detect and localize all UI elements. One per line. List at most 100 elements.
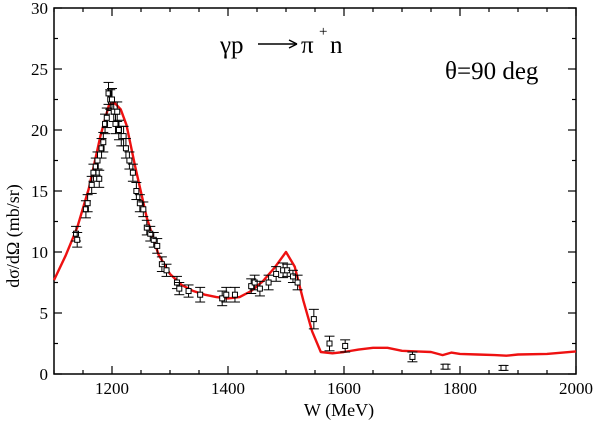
reaction-arrow-head [288, 39, 298, 49]
data-marker [273, 270, 280, 277]
data-marker [105, 90, 112, 97]
plot-area [52, 81, 577, 371]
data-marker [150, 236, 157, 243]
data-point [138, 201, 149, 218]
x-axis: 1200 1400 1600 1800 2000 [53, 8, 593, 398]
data-marker [126, 157, 133, 164]
data-point [407, 351, 418, 363]
reaction-charge: + [319, 24, 327, 40]
data-point [183, 284, 194, 298]
x-axis-label: W (MeV) [304, 400, 374, 421]
data-point [86, 175, 97, 194]
data-point [263, 274, 274, 291]
data-marker [326, 340, 333, 347]
data-marker [442, 363, 449, 370]
data-marker [98, 145, 105, 152]
data-point [72, 231, 83, 248]
x-tick-label: 1800 [443, 379, 477, 398]
data-point [278, 262, 289, 279]
data-marker [96, 175, 103, 182]
data-marker [265, 279, 272, 286]
data-marker [310, 316, 317, 323]
y-tick-label: 15 [31, 182, 48, 201]
data-marker [294, 279, 301, 286]
svg-text:n: n [330, 32, 343, 59]
data-marker [223, 291, 230, 298]
x-tick-label: 1200 [95, 379, 129, 398]
y-tick-label: 0 [40, 365, 49, 384]
data-point [324, 335, 335, 352]
data-point [124, 151, 135, 170]
data-marker [88, 181, 95, 188]
data-marker [133, 188, 140, 194]
data-point [340, 339, 351, 353]
y-tick-label: 5 [40, 304, 49, 323]
data-marker [122, 145, 129, 152]
reaction-annotation: γp π + n [219, 24, 343, 59]
data-marker [154, 242, 161, 249]
data-marker [84, 200, 91, 207]
data-marker [251, 279, 258, 286]
data-point [292, 274, 303, 291]
data-marker [140, 206, 147, 213]
data-marker [109, 96, 115, 103]
data-marker [409, 353, 416, 360]
data-marker [500, 364, 507, 371]
data-marker [289, 273, 296, 280]
data-point [217, 290, 228, 307]
data-point [94, 169, 105, 188]
data-point [254, 280, 265, 297]
data-marker [129, 169, 136, 176]
data-marker [74, 236, 81, 243]
data-point [174, 282, 185, 296]
data-point [82, 194, 93, 213]
data-marker [103, 114, 110, 121]
data-marker [120, 133, 127, 140]
data-point [271, 266, 282, 282]
data-marker [102, 120, 109, 127]
data-marker [136, 200, 143, 207]
data-marker [73, 230, 80, 237]
svg-text:+: + [319, 24, 327, 40]
y-tick-label: 10 [31, 243, 48, 262]
data-marker [219, 295, 226, 302]
data-marker [176, 285, 183, 292]
data-marker [147, 230, 154, 237]
data-point [308, 308, 319, 330]
data-marker [185, 288, 192, 295]
svg-text:γp: γp [219, 32, 244, 59]
data-marker [100, 139, 107, 146]
data-marker [163, 267, 170, 274]
reaction-neutron: n [330, 32, 343, 59]
y-tick-label: 30 [31, 0, 48, 18]
data-marker [112, 120, 119, 127]
data-point [229, 286, 240, 303]
data-point [141, 219, 152, 236]
y-axis-label: dσ/dΩ (mb/sr) [3, 184, 24, 288]
model-curve [52, 101, 577, 357]
data-point [498, 364, 509, 371]
y-axis: 0 5 10 15 20 25 30 [31, 0, 576, 384]
data-marker [342, 342, 349, 349]
data-marker [197, 291, 204, 298]
data-marker [90, 169, 97, 176]
data-point [195, 286, 206, 303]
data-marker [115, 127, 122, 133]
data-marker [94, 157, 101, 164]
data-point [440, 363, 451, 370]
data-point [127, 163, 138, 182]
data-marker [248, 283, 255, 290]
reaction-left: γp [219, 32, 244, 59]
data-marker [143, 224, 150, 231]
x-tick-label: 1600 [327, 379, 361, 398]
data-marker [256, 285, 263, 292]
svg-text:π: π [301, 32, 314, 59]
data-marker [231, 291, 238, 298]
reaction-pion: π [301, 32, 314, 59]
x-tick-label: 1400 [211, 379, 245, 398]
y-tick-label: 20 [31, 121, 48, 140]
data-point [152, 238, 163, 254]
y-tick-label: 25 [31, 60, 48, 79]
data-point [100, 113, 111, 135]
